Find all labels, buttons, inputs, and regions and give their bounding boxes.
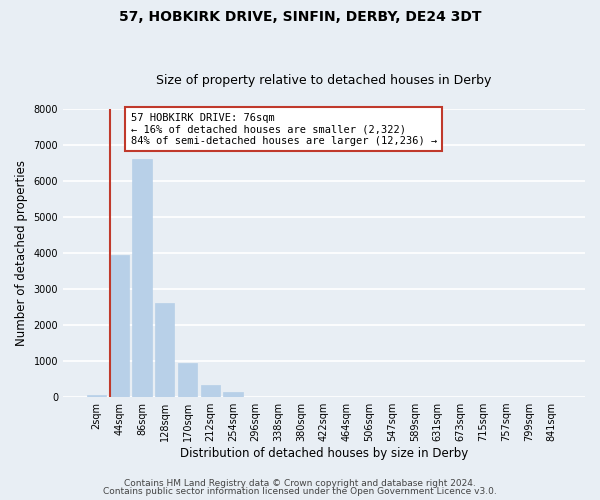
Bar — [132, 160, 152, 397]
Text: Contains HM Land Registry data © Crown copyright and database right 2024.: Contains HM Land Registry data © Crown c… — [124, 478, 476, 488]
Title: Size of property relative to detached houses in Derby: Size of property relative to detached ho… — [157, 74, 492, 87]
Bar — [87, 396, 106, 397]
Text: 57, HOBKIRK DRIVE, SINFIN, DERBY, DE24 3DT: 57, HOBKIRK DRIVE, SINFIN, DERBY, DE24 3… — [119, 10, 481, 24]
X-axis label: Distribution of detached houses by size in Derby: Distribution of detached houses by size … — [180, 447, 468, 460]
Bar — [200, 385, 220, 397]
Bar — [110, 255, 129, 397]
Text: Contains public sector information licensed under the Open Government Licence v3: Contains public sector information licen… — [103, 487, 497, 496]
Y-axis label: Number of detached properties: Number of detached properties — [15, 160, 28, 346]
Text: 57 HOBKIRK DRIVE: 76sqm
← 16% of detached houses are smaller (2,322)
84% of semi: 57 HOBKIRK DRIVE: 76sqm ← 16% of detache… — [131, 112, 437, 146]
Bar — [178, 362, 197, 397]
Bar — [223, 392, 242, 397]
Bar — [155, 304, 175, 397]
